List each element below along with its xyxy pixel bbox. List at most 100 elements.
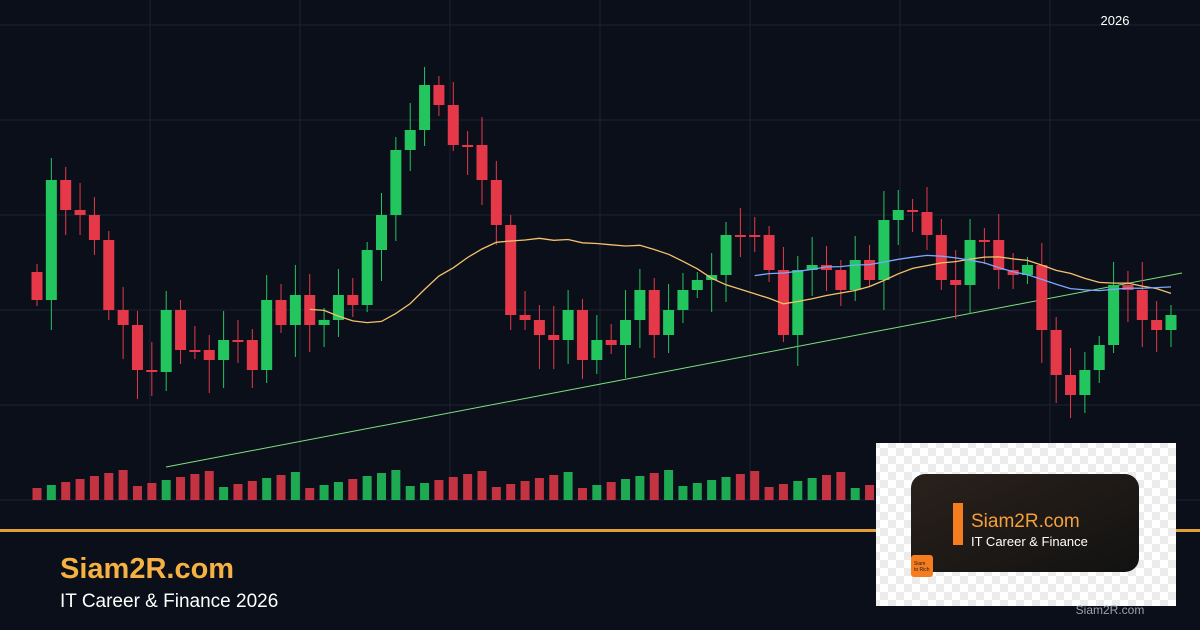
volume-bar <box>692 483 702 500</box>
candle-body <box>1108 285 1120 345</box>
volume-bar <box>377 473 387 500</box>
candle-body <box>203 350 215 360</box>
volume-bar <box>46 485 56 500</box>
volume-bar <box>707 480 717 500</box>
candle-body <box>433 85 445 105</box>
candle-body <box>907 210 919 212</box>
candle-body <box>131 325 143 370</box>
candle-body <box>964 240 976 285</box>
candle-body <box>648 290 660 335</box>
candle-body <box>462 145 474 147</box>
candle-body <box>1050 330 1062 375</box>
moving-averages <box>309 237 1172 324</box>
logo-accent <box>953 503 963 545</box>
candle-body <box>74 210 86 215</box>
volume-bar <box>305 488 315 500</box>
candle-body <box>720 235 732 275</box>
candle-body <box>490 180 502 225</box>
volume-bar <box>348 479 358 500</box>
candle-body <box>978 240 990 242</box>
candle-body <box>691 280 703 290</box>
candle-body <box>275 300 287 325</box>
volume-bar <box>118 470 128 500</box>
candle-body <box>935 235 947 280</box>
candle-body <box>246 340 258 370</box>
candle-body <box>562 310 574 340</box>
volume-bar <box>865 485 875 500</box>
candle-body <box>519 315 531 320</box>
candle-body <box>189 350 201 352</box>
volume-bar <box>276 475 286 500</box>
volume-bar <box>721 477 731 500</box>
candle-body <box>376 215 388 250</box>
candle-body <box>849 260 861 290</box>
candle-body <box>261 300 273 370</box>
moving-average <box>754 254 1172 292</box>
volume-bar <box>563 472 573 500</box>
volume-bar <box>262 478 272 500</box>
badge-text: to Rich <box>914 567 930 573</box>
trend-line <box>165 272 1183 468</box>
candle-body <box>390 150 402 215</box>
volume-bar <box>635 476 645 500</box>
volume-bar <box>678 486 688 500</box>
volume-bar <box>75 479 85 500</box>
candle-body <box>792 270 804 335</box>
volume-bar <box>520 481 530 500</box>
candle-body <box>1065 375 1077 395</box>
volume-bar <box>778 484 788 500</box>
volume-bar <box>190 474 200 500</box>
candle-body <box>892 210 904 220</box>
year-label: 2026 <box>1101 13 1130 28</box>
volume-bar <box>176 477 186 500</box>
candle-body <box>777 270 789 335</box>
logo-card <box>911 474 1139 572</box>
volume-bar <box>104 473 114 500</box>
volume-bar <box>534 478 544 500</box>
divider <box>0 529 1200 532</box>
volume-bar <box>219 487 229 500</box>
candle-body <box>806 265 818 270</box>
candle-body <box>878 220 890 280</box>
candle-body <box>160 310 172 372</box>
volume-bar <box>161 480 171 500</box>
volume-bar <box>89 476 99 500</box>
candle-body <box>591 340 603 360</box>
candle-body <box>146 370 158 372</box>
volume-bar <box>850 488 860 500</box>
candle-body <box>218 340 230 360</box>
volume-bar <box>549 475 559 500</box>
candle-body <box>533 320 545 335</box>
logo-subtitle: IT Career & Finance <box>971 534 1088 549</box>
candle-body <box>620 320 632 345</box>
candle-body <box>45 180 57 300</box>
volume-bar <box>664 470 674 500</box>
candle-body <box>1036 265 1048 330</box>
volume-bar <box>793 481 803 500</box>
candle-body <box>763 235 775 270</box>
candle-body <box>175 310 187 350</box>
candle-body <box>447 105 459 145</box>
volume-bar <box>463 474 473 500</box>
volume-bar <box>147 483 157 500</box>
logo-badge <box>911 555 933 577</box>
candle-body <box>505 225 517 315</box>
volume-bar <box>333 482 343 500</box>
volume-bar <box>233 484 243 500</box>
candle-body <box>318 320 330 325</box>
volume-bar <box>420 483 430 500</box>
volume-bar <box>204 471 214 500</box>
volume-bar <box>61 482 71 500</box>
volume-bar <box>506 484 516 500</box>
candle-body <box>404 130 416 150</box>
volume-bar <box>577 488 587 500</box>
grid <box>0 0 1200 501</box>
volume-bar <box>491 487 501 500</box>
candle-body <box>60 180 72 210</box>
volume-bar <box>477 471 487 500</box>
candle-body <box>476 145 488 180</box>
candle-body <box>663 310 675 335</box>
candle-body <box>605 340 617 345</box>
volume-bar <box>319 485 329 500</box>
